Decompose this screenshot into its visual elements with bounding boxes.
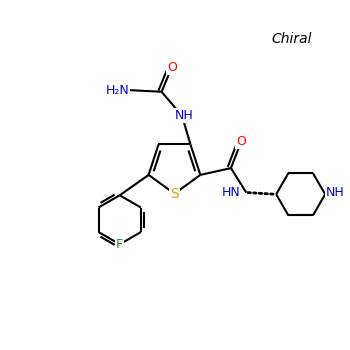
Text: S: S (170, 187, 179, 201)
Text: O: O (167, 61, 177, 74)
Text: F: F (116, 238, 123, 251)
Text: NH: NH (326, 186, 345, 199)
Text: O: O (236, 135, 246, 148)
Text: H₂N: H₂N (105, 84, 129, 97)
Text: Chiral: Chiral (272, 32, 312, 46)
Text: HN: HN (222, 186, 240, 199)
Text: NH: NH (174, 109, 193, 122)
